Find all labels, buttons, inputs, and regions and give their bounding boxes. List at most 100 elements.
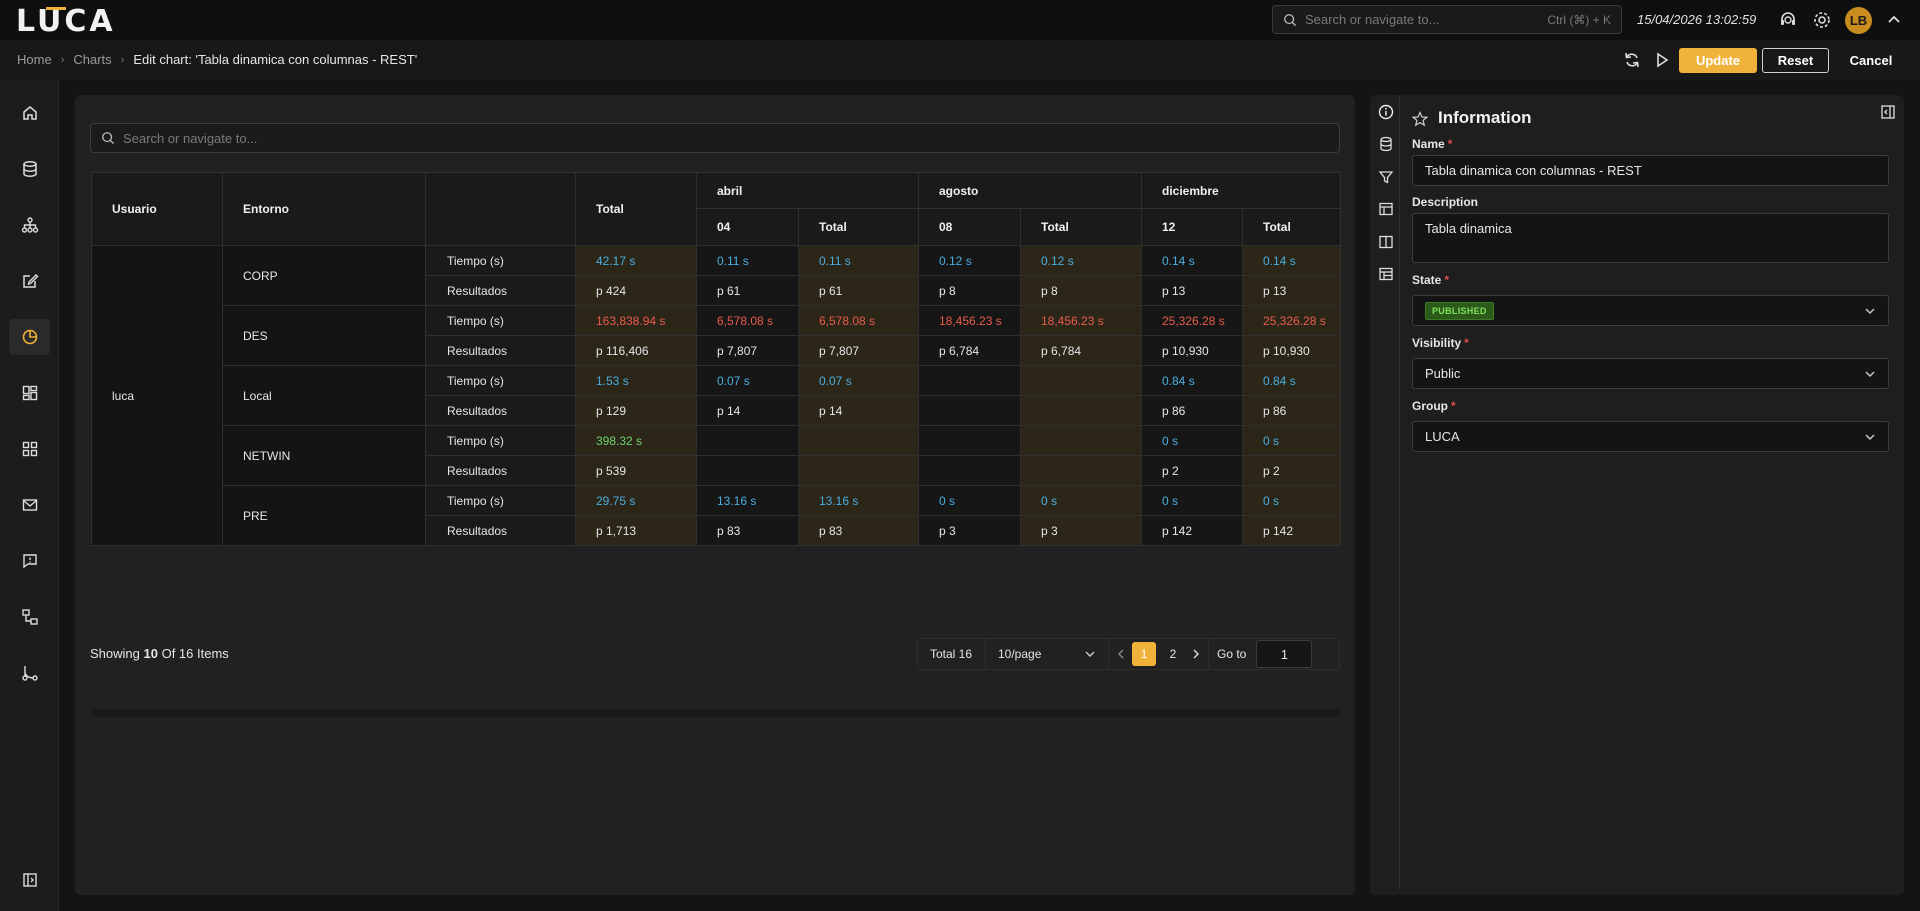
home-icon[interactable] (9, 95, 50, 131)
group-select[interactable]: LUCA (1412, 421, 1889, 452)
apps-icon[interactable] (9, 431, 50, 467)
cell-value: 6,578.08 s (696, 305, 799, 336)
cell-entorno: Local (222, 365, 426, 426)
database-icon[interactable] (1378, 136, 1394, 152)
table-search-input[interactable] (123, 130, 1329, 146)
chevron-up-icon[interactable] (1884, 10, 1904, 30)
reset-button[interactable]: Reset (1762, 48, 1829, 73)
cancel-button[interactable]: Cancel (1838, 48, 1904, 73)
mail-icon[interactable] (9, 487, 50, 523)
chevron-right-icon[interactable] (1190, 648, 1202, 660)
cell-value (1020, 455, 1142, 486)
state-select[interactable]: PUBLISHED (1412, 295, 1889, 326)
flow-icon[interactable] (9, 599, 50, 635)
table-icon[interactable] (1378, 201, 1394, 217)
cell-value: 0.84 s (1242, 365, 1341, 396)
avatar[interactable]: LB (1845, 7, 1872, 34)
sidebar (0, 80, 59, 911)
database-icon[interactable] (9, 151, 50, 187)
cell-metric: Resultados (425, 515, 576, 546)
group-label: Group * (1412, 399, 1456, 413)
cell-value: 25,326.28 s (1242, 305, 1341, 336)
cell-value: 25,326.28 s (1141, 305, 1243, 336)
header-day[interactable]: 08 (918, 208, 1021, 246)
breadcrumb-charts[interactable]: Charts (73, 52, 112, 67)
cell-value: 0 s (1020, 485, 1142, 516)
panel-title: Information (1438, 108, 1532, 127)
cell-value: 0 s (1141, 425, 1243, 456)
visibility-select[interactable]: Public (1412, 358, 1889, 389)
header-entorno[interactable]: Entorno (222, 172, 426, 246)
cell-value: 398.32 s (575, 425, 697, 456)
branch-icon[interactable] (9, 655, 50, 691)
cell-value (918, 455, 1021, 486)
header-month[interactable]: abril (696, 172, 919, 209)
name-input[interactable] (1412, 155, 1889, 186)
goto-input[interactable] (1256, 640, 1313, 668)
cell-value: p 13 (1141, 275, 1243, 306)
cell-value (918, 395, 1021, 426)
hierarchy-icon[interactable] (9, 207, 50, 243)
table-search[interactable] (90, 123, 1340, 153)
collapse-sidebar-icon[interactable] (9, 862, 50, 898)
cell-value (918, 425, 1021, 456)
edit-icon[interactable] (9, 263, 50, 299)
cell-value: 0.11 s (696, 245, 799, 276)
play-icon[interactable] (1652, 50, 1672, 70)
cell-value: p 129 (575, 395, 697, 426)
header-total[interactable]: Total (575, 172, 697, 246)
header-month[interactable]: diciembre (1141, 172, 1341, 209)
cell-value: 0 s (1242, 425, 1341, 456)
header-usuario[interactable]: Usuario (91, 172, 223, 246)
page-2[interactable]: 2 (1169, 647, 1177, 661)
header-month-total[interactable]: Total (1020, 208, 1142, 246)
cell-value: p 142 (1242, 515, 1341, 546)
filter-icon[interactable] (1378, 169, 1394, 185)
cell-value (798, 455, 919, 486)
showing-items: Showing 10 Of 16 Items (90, 646, 229, 661)
collapse-panel-icon[interactable] (1880, 104, 1896, 120)
dashboard-icon[interactable] (9, 375, 50, 411)
cell-value: p 3 (1020, 515, 1142, 546)
cell-value: p 10,930 (1242, 335, 1341, 366)
cell-value: p 83 (696, 515, 799, 546)
header-month-total[interactable]: Total (798, 208, 919, 246)
cell-value: 18,456.23 s (1020, 305, 1142, 336)
chevron-left-icon[interactable] (1115, 648, 1127, 660)
header-month[interactable]: agosto (918, 172, 1142, 209)
update-button[interactable]: Update (1679, 48, 1757, 73)
page-1[interactable]: 1 (1132, 642, 1156, 666)
top-bar: LUCA Search or navigate to... Ctrl (⌘) +… (0, 0, 1920, 40)
cell-value: p 424 (575, 275, 697, 306)
horizontal-scrollbar[interactable] (91, 709, 1341, 717)
table-row: luca CORP Tiempo (s) 42.17 s 0.11 s 0.11 s 0.1… (91, 245, 1341, 546)
header-day[interactable]: 12 (1141, 208, 1243, 246)
cell-entorno: CORP (222, 245, 426, 306)
message-icon[interactable] (9, 543, 50, 579)
global-search[interactable]: Search or navigate to... Ctrl (⌘) + K (1272, 5, 1622, 34)
cell-value (1020, 425, 1142, 456)
page-size-select[interactable]: 10/page (986, 639, 1109, 669)
cell-value: p 2 (1242, 455, 1341, 486)
gear-icon[interactable] (1812, 10, 1832, 30)
header-day[interactable]: 04 (696, 208, 799, 246)
refresh-icon[interactable] (1622, 50, 1642, 70)
state-label: State * (1412, 273, 1450, 287)
cell-usuario: luca (91, 245, 223, 546)
chevron-down-icon (1864, 431, 1876, 443)
header-month-total[interactable]: Total (1242, 208, 1341, 246)
description-input[interactable]: Tabla dinamica (1412, 213, 1889, 263)
columns-icon[interactable] (1378, 234, 1394, 250)
chevron-right-icon: › (120, 53, 125, 66)
app-logo[interactable]: LUCA (16, 4, 116, 39)
chart-icon[interactable] (9, 319, 50, 355)
support-agent-icon[interactable] (1778, 10, 1798, 30)
breadcrumb-home[interactable]: Home (17, 52, 52, 67)
cell-value (798, 425, 919, 456)
star-icon[interactable] (1412, 111, 1428, 127)
cell-value (918, 365, 1021, 396)
info-icon[interactable] (1378, 104, 1394, 120)
cell-value: 0.14 s (1242, 245, 1341, 276)
cell-value: 6,578.08 s (798, 305, 919, 336)
layout-icon[interactable] (1378, 266, 1394, 282)
